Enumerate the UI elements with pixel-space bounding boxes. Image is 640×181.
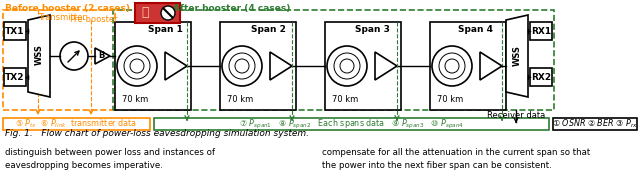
Bar	[530, 22, 552, 40]
Bar	[430, 22, 506, 110]
Text: Span 4: Span 4	[458, 26, 493, 35]
Text: TX1: TX1	[5, 26, 25, 35]
Bar	[325, 22, 401, 110]
Text: After booster (4 cases): After booster (4 cases)	[173, 3, 291, 12]
Text: distinguish between power loss and instances of
eavesdropping becomes imperative: distinguish between power loss and insta…	[5, 148, 215, 169]
Bar	[115, 22, 191, 110]
Polygon shape	[95, 48, 110, 64]
Text: 70 km: 70 km	[122, 96, 148, 104]
Bar	[113, 10, 554, 110]
Circle shape	[327, 46, 367, 86]
Text: ⑦ $P_{span1}$   ⑧ $P_{span2}$   Each spans data   ⑨ $P_{span3}$   ⑩ $P_{span4}$: ⑦ $P_{span1}$ ⑧ $P_{span2}$ Each spans d…	[239, 117, 464, 131]
Text: 🦻: 🦻	[141, 7, 148, 20]
Bar	[3, 118, 150, 130]
Text: RX2: RX2	[531, 73, 551, 81]
Text: TX2: TX2	[5, 73, 25, 81]
Bar	[4, 68, 26, 86]
Bar	[530, 68, 552, 86]
Text: Fig. 1.   Flow chart of power-loss eavesdropping simulation system.: Fig. 1. Flow chart of power-loss eavesdr…	[5, 129, 309, 138]
Text: 70 km: 70 km	[437, 96, 463, 104]
Polygon shape	[28, 15, 50, 97]
Circle shape	[117, 46, 157, 86]
Text: ① $OSNR$ ② $BER$ ③ $P_{rx}$: ① $OSNR$ ② $BER$ ③ $P_{rx}$	[552, 118, 638, 130]
Text: Pre-booster: Pre-booster	[69, 16, 118, 24]
Text: Span 3: Span 3	[355, 26, 389, 35]
Text: Span 2: Span 2	[251, 26, 285, 35]
Text: compensate for all the attenuation in the current span so that
the power into th: compensate for all the attenuation in th…	[322, 148, 590, 169]
Bar	[4, 22, 26, 40]
Polygon shape	[270, 52, 292, 80]
Text: RX1: RX1	[531, 26, 551, 35]
Circle shape	[432, 46, 472, 86]
Circle shape	[60, 42, 88, 70]
Polygon shape	[165, 52, 187, 80]
Polygon shape	[480, 52, 502, 80]
Text: WSS: WSS	[35, 45, 44, 66]
Circle shape	[222, 46, 262, 86]
Text: Before booster (2 cases): Before booster (2 cases)	[5, 3, 130, 12]
Text: 70 km: 70 km	[227, 96, 253, 104]
Bar	[3, 10, 115, 110]
Polygon shape	[506, 15, 528, 97]
Text: Transmitter: Transmitter	[38, 14, 86, 22]
Bar	[553, 118, 637, 130]
Bar	[220, 22, 296, 110]
Text: B: B	[98, 52, 104, 60]
Bar	[135, 3, 180, 23]
Bar	[154, 118, 549, 130]
Polygon shape	[375, 52, 397, 80]
Text: ⑤ $P_{tx}$  ⑥ $P_{link}$  transmitter data: ⑤ $P_{tx}$ ⑥ $P_{link}$ transmitter data	[15, 118, 138, 130]
Circle shape	[161, 6, 175, 20]
Text: WSS: WSS	[513, 46, 522, 66]
Text: 70 km: 70 km	[332, 96, 358, 104]
Text: Receiver data: Receiver data	[487, 111, 545, 121]
Text: Span 1: Span 1	[148, 26, 182, 35]
